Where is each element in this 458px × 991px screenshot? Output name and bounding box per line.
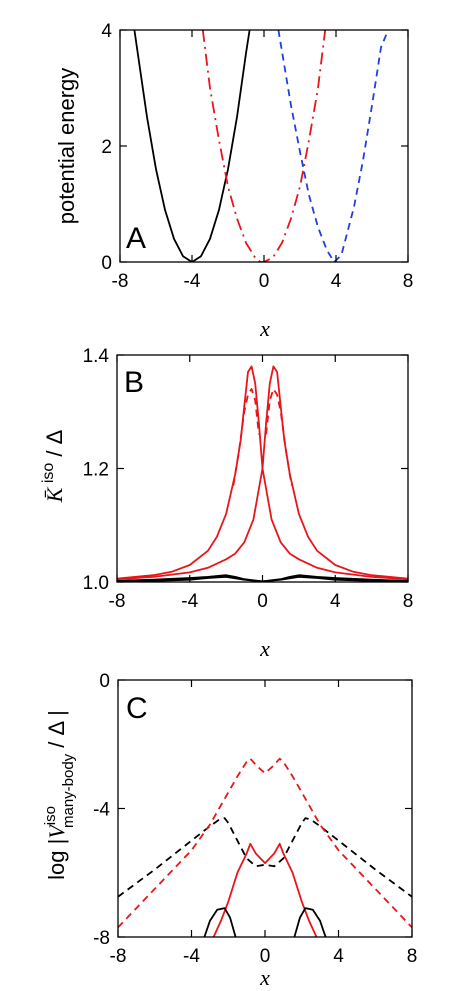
panel-a-series-0 <box>133 30 251 262</box>
panel-a-plot-area <box>133 30 390 262</box>
panel-c-xtick-label-4: 8 <box>407 946 418 967</box>
panel-c-series-3 <box>203 907 237 937</box>
panel-b: -8 -4 0 4 8 1.0 1.2 1.4 B K̄ iso / Δ x <box>40 346 413 661</box>
panel-b-series-0 <box>117 365 408 581</box>
panel-b-ylabel-sup: iso <box>40 463 57 488</box>
panel-a-ticks: -8 -4 0 4 8 0 2 4 <box>101 21 413 292</box>
panel-a-ytick-label-2: 4 <box>101 21 112 42</box>
panel-a-xlabel: x <box>259 316 270 341</box>
panel-b-ylabel-k: K̄ <box>42 486 67 503</box>
panel-c-ytick-label-1: -4 <box>93 800 110 821</box>
panel-c-series-1 <box>118 757 412 929</box>
panel-a-ytick-label-0: 0 <box>101 253 112 274</box>
panel-c-series-4 <box>293 907 327 937</box>
panel-b-letter: B <box>124 366 144 399</box>
panel-b-xtick-label-3: 4 <box>330 591 341 612</box>
panel-b-xtick-label-4: 8 <box>403 591 414 612</box>
panel-b-plot-area <box>117 365 408 582</box>
panel-c-ylabel-text: log |Visomany-body / Δ | <box>42 710 77 880</box>
panel-b-series-2 <box>232 388 260 486</box>
panel-c-series-0 <box>118 817 412 898</box>
panel-a-xtick-label-2: 0 <box>259 271 270 292</box>
panel-c-letter: C <box>126 692 148 725</box>
panel-a-xtick-label-0: -8 <box>112 271 129 292</box>
panel-b-xtick-label-0: -8 <box>109 591 126 612</box>
panel-a: -8 -4 0 4 8 0 2 4 A potential energy x <box>54 21 413 341</box>
panel-b-series-3 <box>265 388 293 486</box>
panel-c-frame <box>117 679 413 938</box>
panel-a-ytick-label-1: 2 <box>101 137 112 158</box>
panel-c-plot-area <box>118 757 412 937</box>
panel-a-xtick-label-4: 8 <box>403 271 414 292</box>
panel-a-letter: A <box>126 222 146 255</box>
panel-b-ylabel-rest: / Δ <box>42 429 67 462</box>
panel-b-series-5 <box>117 574 408 582</box>
panel-c: -8 -4 0 4 8-8-40 C log |Visomany-body / Δ | … <box>42 671 417 990</box>
panel-c-ticks: -8 -4 0 4 8 -8 -4 0 <box>93 671 417 967</box>
panel-c-ylabel-rest: / Δ | <box>44 710 69 754</box>
panel-b-ytick-label-1: 1.2 <box>83 460 109 481</box>
panel-c-series-2 <box>212 842 318 937</box>
panel-a-xtick-label-3: 4 <box>331 271 342 292</box>
panel-b-ticks: -8 -4 0 4 8 1.0 1.2 1.4 <box>83 346 414 612</box>
panel-a-xtick-label-1: -4 <box>184 271 201 292</box>
panel-b-xtick-label-1: -4 <box>181 591 198 612</box>
panel-b-ylabel-text: K̄ iso / Δ <box>40 429 67 503</box>
panel-c-ylabel-sup: iso <box>42 806 59 825</box>
panel-b-xtick-label-2: 0 <box>257 591 268 612</box>
panel-b-xlabel: x <box>259 636 270 661</box>
panel-c-xtick-label-0: -8 <box>110 946 127 967</box>
panel-c-ylabel-v: V <box>44 823 69 839</box>
panel-a-series-2 <box>277 30 390 262</box>
panel-c-ylabel: log |Visomany-body / Δ | <box>42 710 77 880</box>
panel-c-ytick-label-2: 0 <box>99 671 110 692</box>
panel-c-xtick-label-3: 4 <box>333 946 344 967</box>
panel-c-xtick-label-2: 0 <box>260 946 271 967</box>
panel-b-series-1 <box>117 365 408 581</box>
panel-c-xlabel: x <box>259 965 270 990</box>
panel-b-ytick-label-0: 1.0 <box>83 573 109 594</box>
panel-a-series-1 <box>201 30 327 262</box>
panel-b-ytick-label-2: 1.4 <box>83 346 110 367</box>
panel-c-ylabel-sub: many-body <box>60 753 77 828</box>
panel-b-ylabel: K̄ iso / Δ <box>40 429 67 503</box>
panel-c-ylabel-log: log | <box>44 839 69 880</box>
panel-c-xtick-label-1: -4 <box>183 946 200 967</box>
panel-a-ylabel: potential energy <box>54 68 79 225</box>
panel-c-ytick-label-0: -8 <box>93 928 110 949</box>
